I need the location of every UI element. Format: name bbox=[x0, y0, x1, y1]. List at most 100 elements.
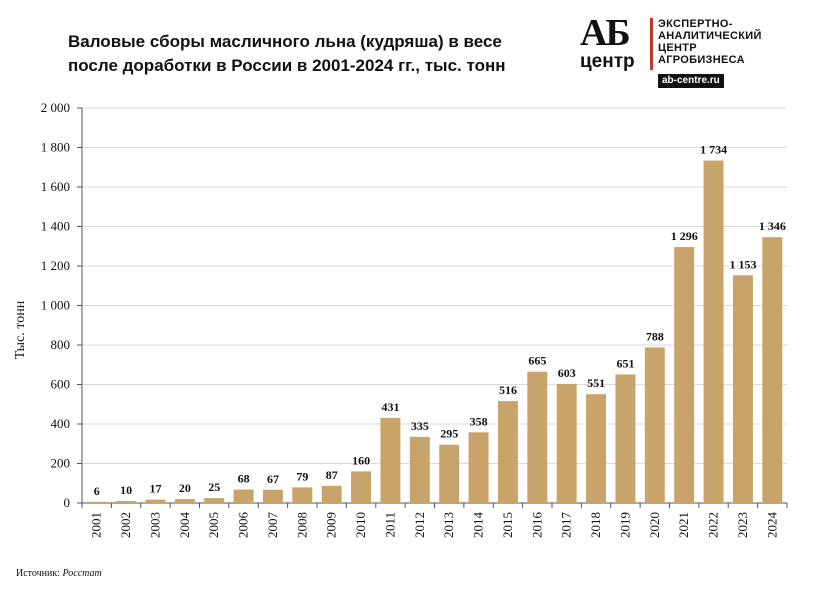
y-tick-label: 0 bbox=[64, 495, 71, 510]
data-label: 20 bbox=[179, 481, 191, 495]
bar-2021 bbox=[674, 247, 695, 503]
data-label: 516 bbox=[499, 383, 517, 397]
bar-2010 bbox=[351, 471, 372, 503]
x-tick-label: 2006 bbox=[236, 512, 251, 539]
bar-2020 bbox=[644, 347, 665, 503]
x-tick-label: 2016 bbox=[529, 512, 544, 539]
source-prefix: Источник: bbox=[16, 568, 63, 579]
x-tick-label: 2020 bbox=[647, 512, 662, 538]
logo-word: центр bbox=[580, 51, 635, 72]
data-label: 335 bbox=[411, 419, 429, 433]
bar-2007 bbox=[262, 489, 283, 503]
data-label: 1 734 bbox=[700, 143, 727, 157]
y-tick-label: 1 000 bbox=[41, 298, 70, 313]
x-tick-label: 2003 bbox=[147, 512, 162, 538]
bar-2011 bbox=[380, 417, 401, 503]
x-tick-label: 2015 bbox=[500, 512, 515, 538]
bar-2004 bbox=[174, 499, 195, 503]
x-tick-label: 2014 bbox=[471, 512, 486, 539]
data-label: 603 bbox=[558, 366, 576, 380]
data-label: 1 153 bbox=[729, 257, 756, 271]
data-labels: 6 10 17 20 25 68 67 79 87 160 431 335 295 358 516 665 60… bbox=[94, 143, 786, 498]
x-tick-label: 2002 bbox=[118, 512, 133, 538]
data-label: 10 bbox=[120, 483, 132, 497]
data-label: 1 296 bbox=[671, 229, 698, 243]
bar-2022 bbox=[703, 160, 724, 503]
data-label: 17 bbox=[149, 482, 161, 496]
data-label: 358 bbox=[470, 414, 488, 428]
bar-2023 bbox=[732, 275, 753, 503]
gridlines bbox=[77, 107, 788, 508]
x-tick-label: 2013 bbox=[441, 512, 456, 538]
bar-2014 bbox=[468, 432, 489, 503]
y-tick-label: 400 bbox=[51, 416, 71, 431]
x-tick-label: 2023 bbox=[735, 512, 750, 538]
data-label: 67 bbox=[267, 472, 279, 486]
x-tick-label: 2018 bbox=[588, 512, 603, 538]
bar-2013 bbox=[439, 444, 460, 503]
x-tick-label: 2009 bbox=[324, 512, 339, 538]
bar-2009 bbox=[321, 485, 342, 503]
data-label: 788 bbox=[646, 329, 664, 343]
y-axis-label: Тыс. тонн bbox=[13, 300, 28, 359]
y-tick-label: 600 bbox=[51, 377, 71, 392]
x-tick-label: 2012 bbox=[412, 512, 427, 538]
bar-2024 bbox=[762, 237, 783, 504]
logo-mark: АБ bbox=[580, 12, 631, 54]
chart-title: Валовые сборы масличного льна (кудряша) … bbox=[68, 32, 506, 75]
data-label: 431 bbox=[381, 400, 399, 414]
y-tick-labels: 0 200 400 600 800 1 000 1 200 1 400 1 600 1 800 2 … bbox=[41, 100, 70, 510]
x-tick-label: 2005 bbox=[206, 512, 221, 538]
data-label: 651 bbox=[616, 356, 634, 370]
logo-line-4: АГРОБИЗНЕСА bbox=[658, 54, 745, 66]
source-note: Источник: Росстат bbox=[16, 568, 102, 579]
bar-2015 bbox=[497, 401, 518, 503]
x-tick-label: 2010 bbox=[353, 512, 368, 538]
y-tick-label: 1 200 bbox=[41, 258, 70, 273]
source-name: Росстат bbox=[62, 568, 102, 579]
bars bbox=[86, 160, 783, 504]
y-tick-label: 1 600 bbox=[41, 179, 70, 194]
logo-divider bbox=[650, 18, 653, 70]
data-label: 295 bbox=[440, 427, 458, 441]
x-tick-label: 2024 bbox=[764, 512, 779, 539]
bar-2016 bbox=[527, 371, 548, 503]
data-label: 79 bbox=[296, 469, 308, 483]
logo-line-3: ЦЕНТР bbox=[658, 42, 697, 54]
x-tick-label: 2008 bbox=[294, 512, 309, 538]
x-tick-label: 2019 bbox=[617, 512, 632, 538]
bar-2018 bbox=[586, 394, 607, 503]
bar-2019 bbox=[615, 374, 636, 503]
data-label: 68 bbox=[238, 472, 250, 486]
logo-site: ab-centre.ru bbox=[658, 74, 724, 88]
x-tick-label: 2001 bbox=[89, 512, 104, 538]
x-tick-label: 2021 bbox=[676, 512, 691, 538]
y-tick-label: 1 800 bbox=[41, 140, 70, 155]
bar-2005 bbox=[204, 498, 225, 503]
bar-2003 bbox=[145, 499, 166, 503]
bar-2008 bbox=[292, 487, 313, 503]
data-label: 665 bbox=[528, 354, 546, 368]
x-tick-label: 2017 bbox=[559, 512, 574, 539]
data-label: 6 bbox=[94, 484, 100, 498]
x-tick-label: 2022 bbox=[706, 512, 721, 538]
bar-2002 bbox=[116, 501, 137, 503]
x-tick-label: 2011 bbox=[382, 512, 397, 538]
bar-2012 bbox=[409, 436, 430, 503]
data-label: 25 bbox=[208, 480, 220, 494]
y-tick-label: 1 400 bbox=[41, 219, 70, 234]
y-tick-label: 2 000 bbox=[41, 100, 70, 115]
x-tick-label: 2007 bbox=[265, 512, 280, 539]
data-label: 551 bbox=[587, 376, 605, 390]
bar-2017 bbox=[556, 383, 577, 503]
bar-2001 bbox=[86, 501, 107, 503]
data-label: 87 bbox=[326, 468, 338, 482]
data-label: 1 346 bbox=[759, 219, 786, 233]
x-tick-labels: 2001 2002 2003 2004 2005 2006 2007 2008 2009 2010… bbox=[89, 512, 780, 539]
data-label: 160 bbox=[352, 453, 370, 467]
logo-line-2: АНАЛИТИЧЕСКИЙ bbox=[658, 30, 762, 42]
y-tick-label: 200 bbox=[51, 456, 71, 471]
ab-centre-logo: АБ центр ЭКСПЕРТНО- АНАЛИТИЧЕСКИЙ ЦЕНТР … bbox=[578, 14, 818, 90]
logo-line-1: ЭКСПЕРТНО- bbox=[658, 18, 733, 30]
